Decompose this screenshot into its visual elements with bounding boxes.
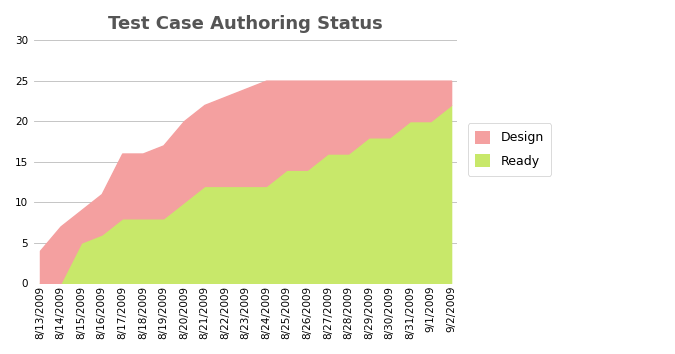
Legend: Design, Ready: Design, Ready — [468, 123, 551, 176]
Title: Test Case Authoring Status: Test Case Authoring Status — [108, 15, 383, 33]
